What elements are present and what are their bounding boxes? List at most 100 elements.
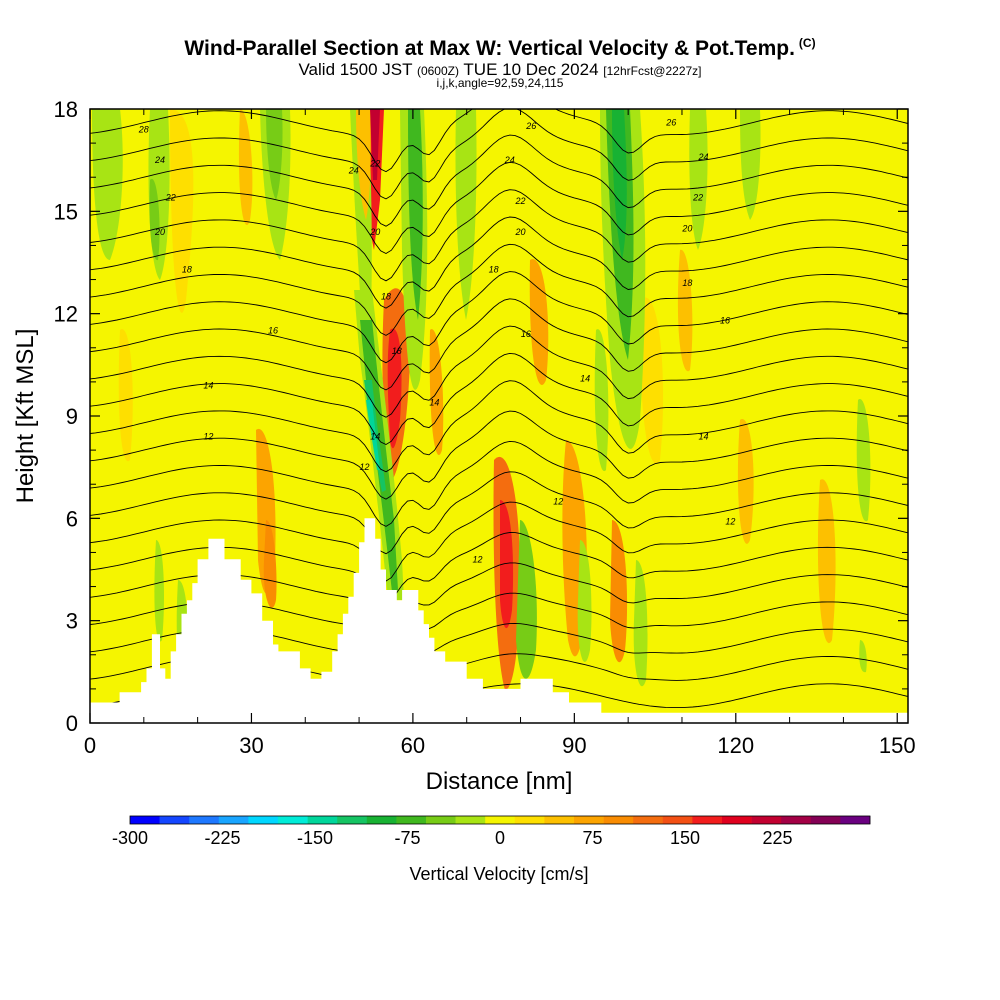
y-tick-label: 6 bbox=[66, 506, 78, 531]
velocity-region bbox=[154, 540, 164, 642]
contour-label: 20 bbox=[681, 223, 692, 233]
colorbar-swatch bbox=[337, 816, 368, 824]
velocity-region bbox=[610, 520, 628, 663]
x-axis-label: Distance [nm] bbox=[426, 768, 573, 795]
velocity-region bbox=[455, 109, 477, 320]
x-tick-label: 120 bbox=[717, 733, 754, 758]
contour-label: 14 bbox=[429, 397, 439, 407]
contour-label: 28 bbox=[138, 124, 149, 134]
contour-label: 26 bbox=[665, 118, 676, 128]
potential-temperature-contours bbox=[90, 109, 908, 709]
contour-label: 24 bbox=[348, 165, 359, 175]
velocity-region bbox=[612, 109, 627, 260]
contour-label: 20 bbox=[369, 227, 380, 237]
colorbar-swatch bbox=[278, 816, 308, 824]
contour-label: 24 bbox=[154, 155, 165, 165]
axes: 0 30 60 90 120 150 0 3 6 9 12 15 18 bbox=[54, 97, 916, 758]
isentrope-line bbox=[90, 352, 908, 446]
colorbar-swatch bbox=[307, 816, 338, 824]
colorbar-tick-label: 0 bbox=[495, 828, 505, 848]
isentrope-line bbox=[90, 440, 908, 527]
colorbar-tick-label: -225 bbox=[204, 828, 240, 848]
colorbar-tick-label: -300 bbox=[112, 828, 148, 848]
contour-label: 18 bbox=[381, 292, 391, 302]
contour-label: 14 bbox=[580, 373, 590, 383]
colorbar-swatch bbox=[692, 816, 723, 824]
colorbar-label: Vertical Velocity [cm/s] bbox=[409, 864, 588, 884]
contour-label: 14 bbox=[698, 431, 708, 441]
isentrope-line bbox=[90, 471, 908, 555]
velocity-region bbox=[737, 419, 754, 544]
colorbar-swatch bbox=[426, 816, 456, 824]
colorbar-swatch bbox=[574, 816, 604, 824]
isentrope-line bbox=[90, 189, 908, 282]
velocity-region bbox=[366, 400, 380, 470]
x-tick-label: 90 bbox=[562, 733, 586, 758]
colorbar-swatch bbox=[455, 816, 486, 824]
velocity-region bbox=[740, 109, 761, 220]
isentrope-line bbox=[90, 243, 908, 336]
contour-label: 26 bbox=[525, 121, 536, 131]
velocity-region bbox=[149, 178, 160, 261]
isentrope-line bbox=[90, 271, 908, 364]
contour-label: 12 bbox=[553, 496, 563, 506]
y-tick-label: 9 bbox=[66, 404, 78, 429]
contour-label: 20 bbox=[154, 227, 165, 237]
colorbar-swatch bbox=[189, 816, 220, 824]
y-tick-label: 12 bbox=[54, 302, 78, 327]
y-tick-label: 15 bbox=[54, 199, 78, 224]
contour-label: 24 bbox=[697, 152, 708, 162]
colorbar-swatch bbox=[130, 816, 160, 824]
x-tick-label: 150 bbox=[879, 733, 916, 758]
contour-label: 22 bbox=[692, 193, 703, 203]
velocity-region bbox=[356, 109, 371, 220]
contour-label: 16 bbox=[521, 329, 531, 339]
isentrope-line bbox=[90, 161, 908, 255]
isentrope-line bbox=[90, 410, 908, 500]
contour-label: 14 bbox=[370, 431, 380, 441]
terrain bbox=[90, 518, 908, 723]
contour-label: 22 bbox=[515, 196, 526, 206]
y-tick-label: 3 bbox=[66, 609, 78, 634]
contour-label: 12 bbox=[359, 462, 369, 472]
colorbar-tick-label: -75 bbox=[394, 828, 420, 848]
contour-label: 24 bbox=[504, 155, 515, 165]
velocity-region bbox=[387, 328, 402, 449]
velocity-region bbox=[370, 109, 380, 180]
contour-label: 18 bbox=[392, 346, 402, 356]
contour-label: 12 bbox=[472, 554, 482, 564]
velocity-region bbox=[639, 297, 664, 464]
contour-label: 12 bbox=[725, 517, 735, 527]
velocity-region bbox=[529, 259, 549, 385]
velocity-region bbox=[594, 329, 609, 472]
contour-label: 18 bbox=[182, 264, 192, 274]
colorbar-swatch bbox=[781, 816, 812, 824]
colorbar-tick-label: 225 bbox=[762, 828, 792, 848]
contour-label: 18 bbox=[682, 278, 692, 288]
isentrope-line bbox=[90, 325, 908, 418]
colorbar-tick-label: 75 bbox=[582, 828, 602, 848]
colorbar-swatch bbox=[662, 816, 693, 824]
y-tick-label: 18 bbox=[54, 97, 78, 122]
isentrope-line bbox=[90, 380, 908, 473]
colorbar-tick-labels: -300 -225 -150 -75 0 75 150 225 bbox=[112, 828, 793, 848]
velocity-region bbox=[263, 520, 277, 608]
colorbar-swatch bbox=[840, 816, 871, 824]
velocity-region bbox=[500, 500, 514, 629]
isentrope-line bbox=[90, 298, 908, 391]
colorbar-tick-label: -150 bbox=[297, 828, 333, 848]
isentrope-line bbox=[90, 501, 908, 582]
colorbar-swatch bbox=[485, 816, 516, 824]
velocity-region bbox=[516, 520, 537, 679]
x-tick-label: 60 bbox=[401, 733, 425, 758]
contour-label: 22 bbox=[165, 193, 176, 203]
contour-labels: 28 24 22 20 18 16 14 12 24 22 20 18 18 14 12 14 26 24 22 20… bbox=[138, 118, 736, 565]
contour-label: 20 bbox=[515, 227, 526, 237]
contour-label: 16 bbox=[268, 326, 278, 336]
colorbar-swatch bbox=[544, 816, 575, 824]
colorbar-swatch bbox=[751, 816, 782, 824]
velocity-region bbox=[859, 640, 867, 673]
colorbar-swatch bbox=[218, 816, 249, 824]
velocity-region bbox=[170, 109, 194, 313]
